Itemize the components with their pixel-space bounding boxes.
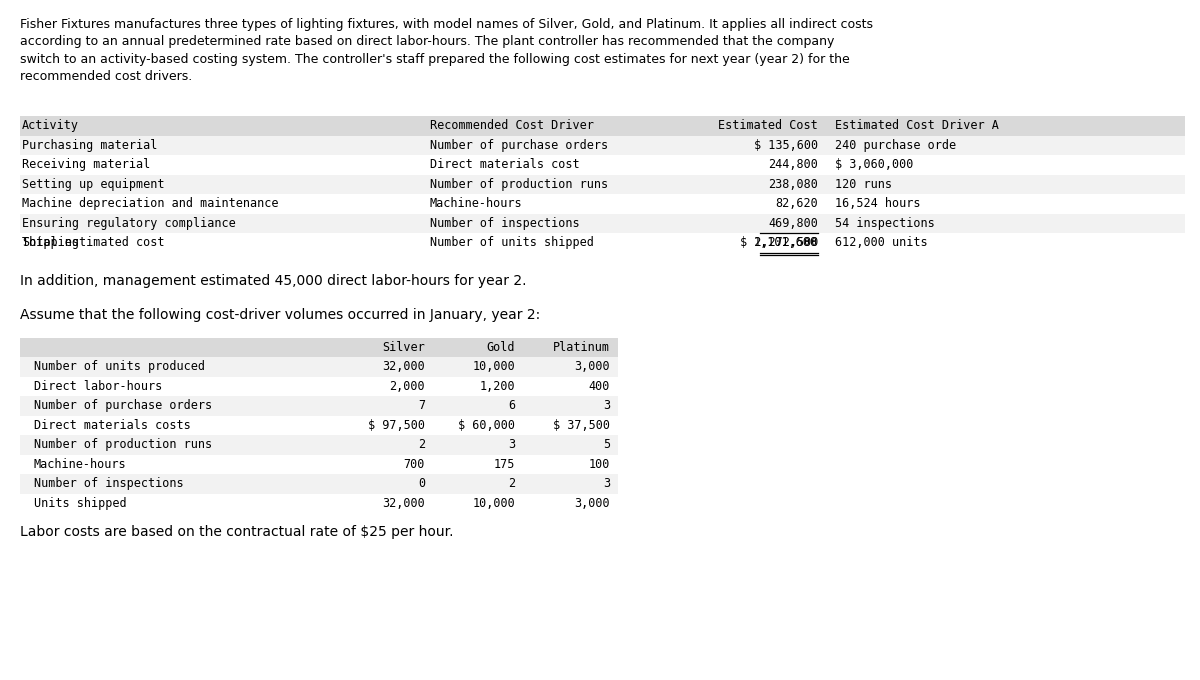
Bar <box>20 357 618 377</box>
Text: Estimated Cost Driver A: Estimated Cost Driver A <box>835 119 998 132</box>
Text: 0: 0 <box>418 477 425 490</box>
Text: Total estimated cost: Total estimated cost <box>22 236 164 250</box>
Text: Number of inspections: Number of inspections <box>430 217 580 230</box>
Text: Number of units shipped: Number of units shipped <box>430 236 594 250</box>
Text: 7: 7 <box>418 399 425 412</box>
Text: Recommended Cost Driver: Recommended Cost Driver <box>430 119 594 132</box>
Text: 244,800: 244,800 <box>768 158 818 171</box>
Text: 238,080: 238,080 <box>768 177 818 191</box>
Bar <box>20 175 1186 194</box>
Text: 54 inspections: 54 inspections <box>835 217 935 230</box>
Text: 469,800: 469,800 <box>768 217 818 230</box>
Bar <box>20 396 618 415</box>
Text: 612,000 units: 612,000 units <box>835 236 928 250</box>
Text: Machine depreciation and maintenance: Machine depreciation and maintenance <box>22 197 278 210</box>
Bar <box>20 214 1186 233</box>
Text: 1,101,600: 1,101,600 <box>754 236 818 250</box>
Text: 700: 700 <box>403 458 425 471</box>
Text: 2,000: 2,000 <box>389 379 425 393</box>
Text: Number of production runs: Number of production runs <box>430 177 608 191</box>
Text: $ 37,500: $ 37,500 <box>553 419 610 432</box>
Text: Assume that the following cost-driver volumes occurred in January, year 2:: Assume that the following cost-driver vo… <box>20 307 540 322</box>
Text: Direct labor-hours: Direct labor-hours <box>34 379 162 393</box>
Text: $ 3,060,000: $ 3,060,000 <box>835 158 913 171</box>
Bar <box>20 435 618 454</box>
Text: 120 runs: 120 runs <box>835 177 892 191</box>
Text: 3: 3 <box>602 399 610 412</box>
Text: Activity: Activity <box>22 119 79 132</box>
Text: 1,200: 1,200 <box>479 379 515 393</box>
Text: Fisher Fixtures manufactures three types of lighting fixtures, with model names : Fisher Fixtures manufactures three types… <box>20 18 874 31</box>
Text: Labor costs are based on the contractual rate of $25 per hour.: Labor costs are based on the contractual… <box>20 525 454 539</box>
Text: 10,000: 10,000 <box>473 497 515 510</box>
Text: In addition, management estimated 45,000 direct labor-hours for year 2.: In addition, management estimated 45,000… <box>20 275 527 288</box>
Text: Shipping: Shipping <box>22 236 79 250</box>
Text: Silver: Silver <box>383 341 425 354</box>
Text: 82,620: 82,620 <box>775 197 818 210</box>
Bar <box>20 474 618 494</box>
Text: Ensuring regulatory compliance: Ensuring regulatory compliance <box>22 217 235 230</box>
Text: 2: 2 <box>418 438 425 452</box>
Text: 400: 400 <box>589 379 610 393</box>
Bar <box>20 337 618 357</box>
Text: Estimated Cost: Estimated Cost <box>719 119 818 132</box>
Text: 5: 5 <box>602 438 610 452</box>
Text: 3: 3 <box>602 477 610 490</box>
Text: 100: 100 <box>589 458 610 471</box>
Text: 16,524 hours: 16,524 hours <box>835 197 920 210</box>
Text: 32,000: 32,000 <box>383 497 425 510</box>
Text: Number of production runs: Number of production runs <box>34 438 212 452</box>
Text: Number of purchase orders: Number of purchase orders <box>430 139 608 152</box>
Text: according to an annual predetermined rate based on direct labor-hours. The plant: according to an annual predetermined rat… <box>20 35 834 48</box>
Text: 10,000: 10,000 <box>473 360 515 373</box>
Text: Machine-hours: Machine-hours <box>34 458 127 471</box>
Text: Platinum: Platinum <box>553 341 610 354</box>
Text: Receiving material: Receiving material <box>22 158 150 171</box>
Text: 240 purchase orde: 240 purchase orde <box>835 139 956 152</box>
Text: 3,000: 3,000 <box>575 497 610 510</box>
Text: Units shipped: Units shipped <box>34 497 127 510</box>
Text: Purchasing material: Purchasing material <box>22 139 157 152</box>
Text: $ 60,000: $ 60,000 <box>458 419 515 432</box>
Text: Machine-hours: Machine-hours <box>430 197 523 210</box>
Text: Number of units produced: Number of units produced <box>34 360 205 373</box>
Text: 32,000: 32,000 <box>383 360 425 373</box>
Text: Setting up equipment: Setting up equipment <box>22 177 164 191</box>
Text: $ 135,600: $ 135,600 <box>754 139 818 152</box>
Bar <box>20 135 1186 155</box>
Text: 3: 3 <box>508 438 515 452</box>
Text: switch to an activity-based costing system. The controller's staff prepared the : switch to an activity-based costing syst… <box>20 53 850 66</box>
Text: 6: 6 <box>508 399 515 412</box>
Text: Gold: Gold <box>486 341 515 354</box>
Text: recommended cost drivers.: recommended cost drivers. <box>20 71 192 84</box>
Text: Number of inspections: Number of inspections <box>34 477 184 490</box>
Text: Number of purchase orders: Number of purchase orders <box>34 399 212 412</box>
Text: $ 2,272,500: $ 2,272,500 <box>739 236 818 250</box>
Text: Direct materials cost: Direct materials cost <box>430 158 580 171</box>
Bar <box>20 116 1186 135</box>
Text: 2: 2 <box>508 477 515 490</box>
Text: Direct materials costs: Direct materials costs <box>34 419 191 432</box>
Text: 3,000: 3,000 <box>575 360 610 373</box>
Text: 175: 175 <box>493 458 515 471</box>
Text: $ 97,500: $ 97,500 <box>368 419 425 432</box>
